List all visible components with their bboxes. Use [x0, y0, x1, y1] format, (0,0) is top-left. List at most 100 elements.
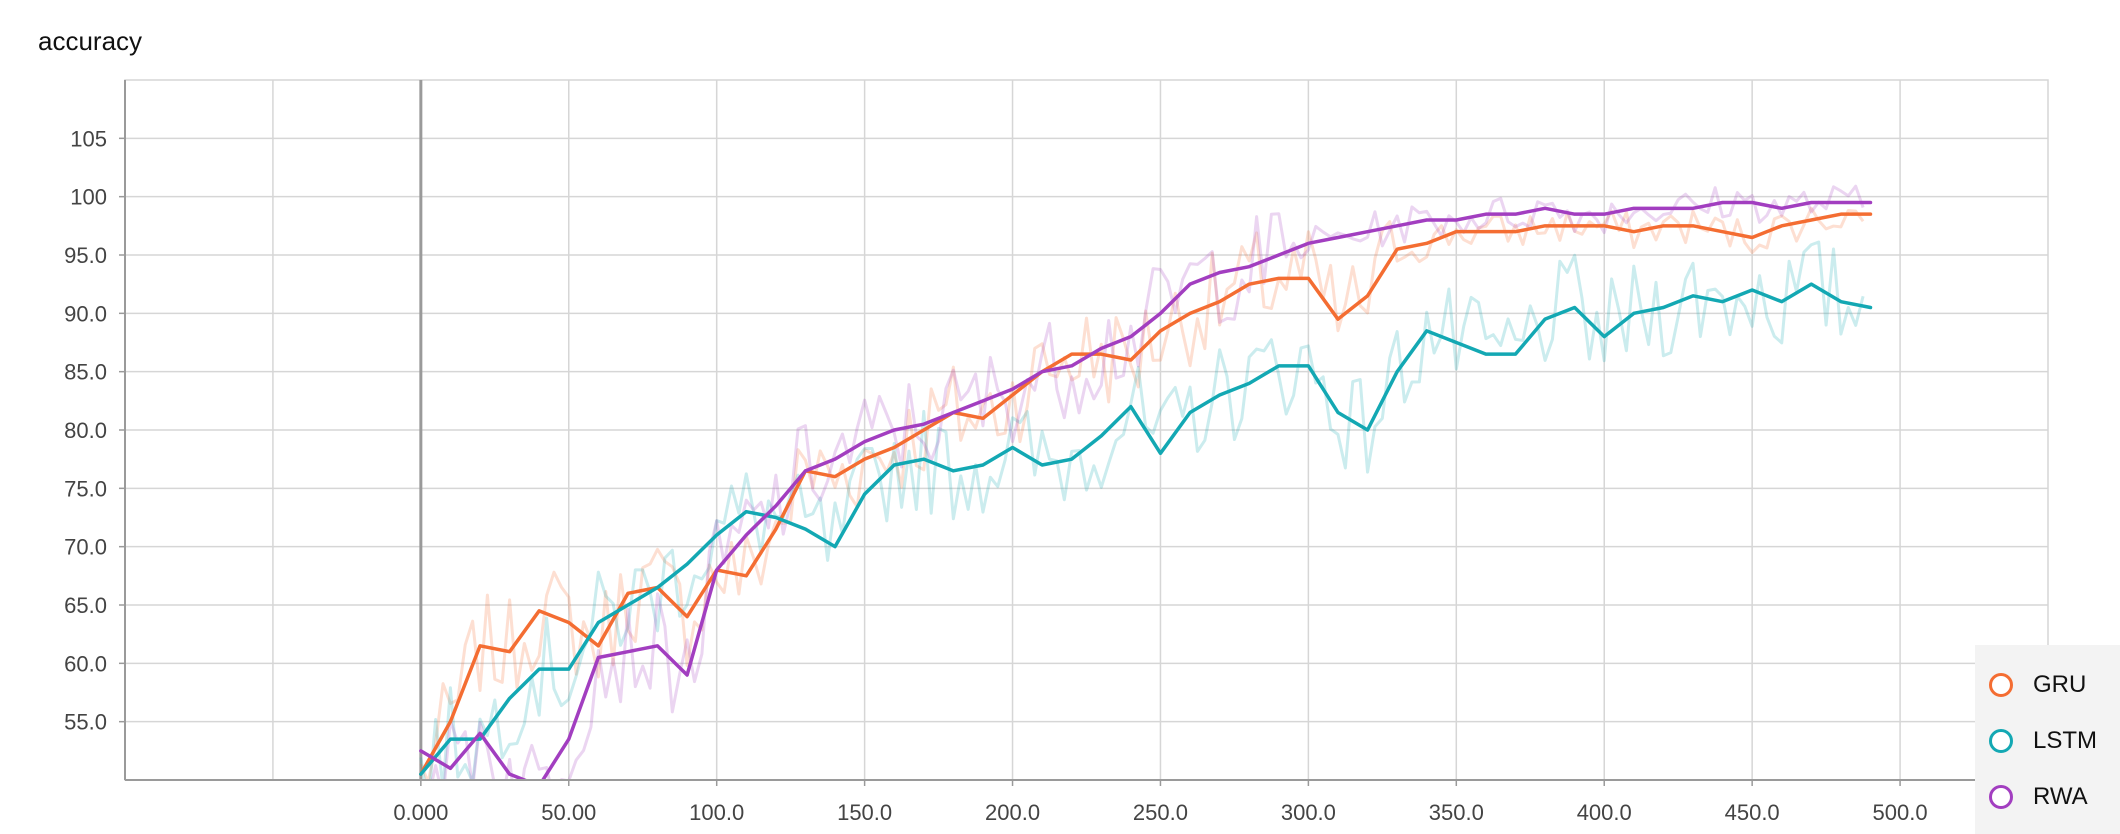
data-point-lstm [1129, 405, 1133, 409]
data-point-rwa [1484, 212, 1488, 216]
data-point-lstm [685, 562, 689, 566]
data-point-lstm [448, 737, 452, 741]
data-point-gru [1868, 212, 1872, 216]
data-point-lstm [1247, 381, 1251, 385]
data-point-lstm [803, 527, 807, 531]
data-point-lstm [626, 603, 630, 607]
data-point-gru [1484, 230, 1488, 234]
data-point-rwa [1543, 206, 1547, 210]
x-tick-label: 100.0 [689, 800, 744, 825]
data-point-rwa [1277, 253, 1281, 257]
data-point-lstm [1750, 288, 1754, 292]
data-point-rwa [1336, 236, 1340, 240]
data-point-gru [1158, 329, 1162, 333]
data-point-lstm [1839, 300, 1843, 304]
data-point-gru [1129, 358, 1133, 362]
data-point-lstm [981, 463, 985, 467]
data-point-gru [1011, 393, 1015, 397]
legend-item-lstm[interactable]: LSTM [1989, 721, 2097, 761]
data-point-gru [1306, 276, 1310, 280]
x-tick-label: 400.0 [1577, 800, 1632, 825]
data-point-rwa [1661, 206, 1665, 210]
data-point-rwa [1454, 218, 1458, 222]
data-point-rwa [833, 457, 837, 461]
data-point-gru [596, 644, 600, 648]
data-point-rwa [1780, 206, 1784, 210]
data-point-gru [774, 527, 778, 531]
legend-swatch-rwa [1989, 785, 2013, 809]
y-tick-label: 75.0 [64, 476, 107, 501]
y-tick-label: 95.0 [64, 243, 107, 268]
data-point-gru [1632, 230, 1636, 234]
data-point-rwa [508, 772, 512, 776]
data-point-rwa [1188, 282, 1192, 286]
data-point-lstm [892, 463, 896, 467]
data-point-lstm [922, 457, 926, 461]
data-point-gru [1513, 230, 1517, 234]
data-point-rwa [1395, 224, 1399, 228]
data-point-gru [1839, 212, 1843, 216]
y-tick-label: 70.0 [64, 535, 107, 560]
data-point-rwa [1040, 370, 1044, 374]
data-point-lstm [863, 492, 867, 496]
data-point-gru [1247, 282, 1251, 286]
data-point-lstm [1868, 306, 1872, 310]
data-point-gru [508, 650, 512, 654]
data-point-rwa [596, 656, 600, 660]
data-point-lstm [1011, 446, 1015, 450]
data-point-rwa [626, 650, 630, 654]
data-point-rwa [892, 428, 896, 432]
data-point-rwa [803, 469, 807, 473]
data-point-lstm [1425, 329, 1429, 333]
y-tick-label: 105 [70, 126, 107, 151]
data-point-rwa [1573, 212, 1577, 216]
legend-item-rwa[interactable]: RWA [1989, 777, 2088, 817]
data-point-rwa [1868, 201, 1872, 205]
data-point-lstm [1099, 434, 1103, 438]
data-point-lstm [1484, 352, 1488, 356]
data-point-rwa [1306, 241, 1310, 245]
data-point-lstm [951, 469, 955, 473]
data-point-lstm [656, 586, 660, 590]
legend-swatch-gru [1989, 673, 2013, 697]
data-point-lstm [1188, 411, 1192, 415]
raw-line-rwa [430, 184, 1865, 780]
data-point-lstm [1306, 364, 1310, 368]
data-point-rwa [1721, 201, 1725, 205]
y-tick-label: 85.0 [64, 360, 107, 385]
data-point-lstm [1158, 451, 1162, 455]
data-point-gru [567, 621, 571, 625]
x-tick-label: 500.0 [1873, 800, 1928, 825]
data-point-gru [1099, 352, 1103, 356]
x-tick-label: 50.00 [541, 800, 596, 825]
y-tick-label: 55.0 [64, 710, 107, 735]
x-tick-label: 250.0 [1133, 800, 1188, 825]
data-point-gru [1543, 224, 1547, 228]
data-point-lstm [1721, 300, 1725, 304]
data-point-lstm [1513, 352, 1517, 356]
x-tick-label: 200.0 [985, 800, 1040, 825]
data-point-lstm [1218, 393, 1222, 397]
data-point-lstm [537, 667, 541, 671]
data-point-rwa [656, 644, 660, 648]
chart-legend: GRU LSTM RWA [1975, 645, 2120, 834]
legend-label-lstm: LSTM [2033, 727, 2098, 754]
data-point-rwa [1839, 201, 1843, 205]
raw-line-lstm [419, 240, 1865, 780]
data-point-lstm [1602, 335, 1606, 339]
data-point-rwa [567, 737, 571, 741]
legend-item-gru[interactable]: GRU [1989, 665, 2086, 705]
data-point-rwa [1632, 206, 1636, 210]
data-point-rwa [1425, 218, 1429, 222]
data-point-rwa [537, 784, 541, 788]
data-point-rwa [863, 440, 867, 444]
chart-title: accuracy [38, 26, 143, 56]
data-point-lstm [1070, 457, 1074, 461]
data-point-lstm [567, 667, 571, 671]
data-point-gru [1573, 224, 1577, 228]
data-point-gru [1750, 236, 1754, 240]
data-point-gru [1366, 294, 1370, 298]
data-point-gru [478, 644, 482, 648]
x-tick-label: 350.0 [1429, 800, 1484, 825]
data-point-gru [922, 428, 926, 432]
